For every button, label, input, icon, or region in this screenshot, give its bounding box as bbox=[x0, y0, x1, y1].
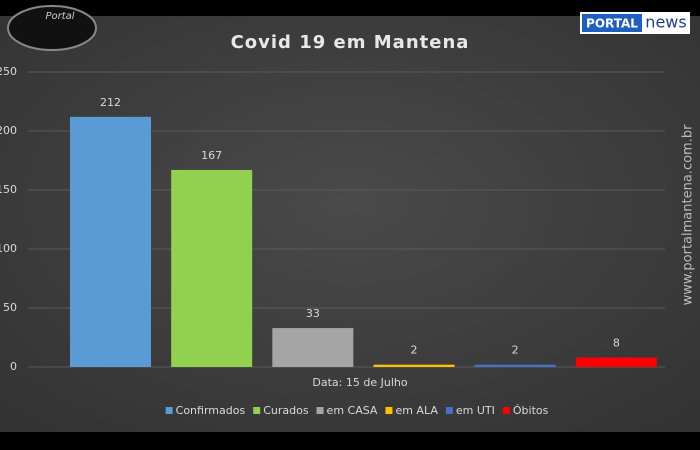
y-tick-label: 50 bbox=[3, 301, 17, 314]
y-tick-label: 200 bbox=[0, 124, 17, 137]
y-tick-label: 100 bbox=[0, 242, 17, 255]
brand-portal-box bbox=[582, 14, 642, 32]
bar bbox=[575, 357, 657, 367]
legend-swatch bbox=[385, 407, 393, 414]
data-label: 167 bbox=[201, 149, 222, 162]
legend-swatch bbox=[445, 407, 453, 414]
legend-label: em ALA bbox=[395, 404, 438, 417]
data-label: 8 bbox=[613, 337, 620, 350]
y-tick-label: 0 bbox=[10, 360, 17, 373]
legend-label: Curados bbox=[263, 404, 309, 417]
brand-news: news bbox=[645, 13, 686, 32]
data-label: 2 bbox=[411, 344, 418, 357]
data-label: 2 bbox=[512, 344, 519, 357]
data-label: 33 bbox=[306, 307, 320, 320]
legend-swatch bbox=[316, 407, 324, 414]
bar bbox=[272, 328, 354, 367]
legend-label: Óbitos bbox=[513, 404, 549, 417]
data-label: 212 bbox=[100, 96, 121, 109]
bar bbox=[70, 116, 151, 367]
legend-swatch bbox=[165, 407, 173, 414]
legend-label: Confirmados bbox=[176, 404, 246, 417]
bar bbox=[171, 169, 253, 367]
brand-portal: PORTAL bbox=[586, 17, 638, 31]
x-tick-label: Data: 15 de Julho bbox=[312, 376, 407, 389]
watermark: www.portalmantena.com.br bbox=[681, 124, 696, 306]
y-tick-label: 150 bbox=[0, 183, 17, 196]
logo bbox=[7, 5, 97, 51]
legend-swatch bbox=[253, 407, 261, 414]
logo-text: Portal bbox=[45, 11, 74, 22]
legend-label: em CASA bbox=[327, 404, 378, 417]
chart-title: Covid 19 em Mantena bbox=[231, 32, 470, 53]
y-tick-label: 250 bbox=[0, 65, 17, 78]
legend-label: em UTI bbox=[456, 404, 495, 417]
bar bbox=[474, 364, 556, 367]
legend-swatch bbox=[502, 407, 510, 414]
bar bbox=[373, 364, 455, 367]
